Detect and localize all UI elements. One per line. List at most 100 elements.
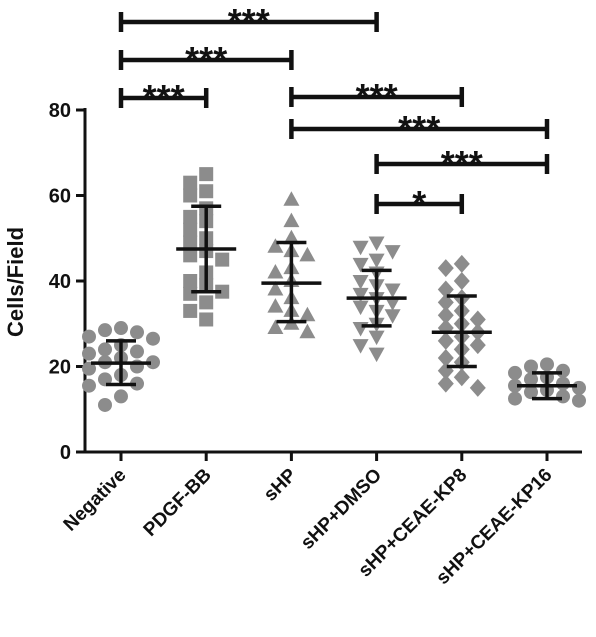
data-point <box>453 368 470 387</box>
data-point <box>183 303 198 318</box>
data-point <box>98 397 112 412</box>
data-point <box>384 309 401 324</box>
data-point <box>299 323 316 339</box>
data-point <box>524 372 538 387</box>
data-point <box>183 209 198 224</box>
significance-label: *** <box>185 39 227 80</box>
significance-label: * <box>412 183 426 224</box>
data-point <box>283 229 300 245</box>
data-point <box>199 312 214 327</box>
data-point <box>508 365 522 380</box>
data-point <box>146 331 160 346</box>
significance-label: *** <box>228 1 270 42</box>
significance-label: *** <box>398 108 440 149</box>
data-point <box>437 306 454 325</box>
data-point <box>384 296 401 311</box>
data-point <box>352 300 369 316</box>
data-point <box>183 175 198 190</box>
data-points <box>82 167 586 412</box>
data-point <box>199 295 214 310</box>
y-tick-label: 60 <box>49 186 71 208</box>
data-point <box>508 378 522 393</box>
data-point <box>437 331 454 350</box>
x-axis: Negative PDGF-BB sHPsHP+DMSOsHP+CEAE-KP8sH… <box>60 450 582 589</box>
data-point <box>352 339 369 354</box>
significance-label: *** <box>356 76 398 117</box>
data-point <box>98 342 112 357</box>
data-point <box>352 287 369 303</box>
data-point <box>524 385 538 400</box>
data-point <box>556 363 570 378</box>
data-point <box>556 389 570 404</box>
data-point <box>199 167 214 182</box>
data-point <box>283 212 300 228</box>
data-point <box>437 259 454 278</box>
data-point <box>98 323 112 338</box>
x-tick-label: PDGF-BB <box>140 465 216 541</box>
data-point <box>267 298 284 313</box>
data-point <box>146 355 160 370</box>
data-point <box>183 188 198 203</box>
data-point <box>368 253 385 269</box>
data-point <box>437 293 454 312</box>
data-point <box>283 191 300 206</box>
data-point <box>130 376 144 391</box>
data-point <box>114 321 128 336</box>
data-point <box>299 246 316 262</box>
data-point <box>453 254 470 273</box>
x-tick-label: sHP <box>260 464 301 505</box>
data-point <box>437 374 454 393</box>
significance-label: *** <box>143 77 185 118</box>
data-point <box>469 378 486 397</box>
data-point <box>130 325 144 340</box>
data-point <box>183 286 198 301</box>
significance-label: *** <box>441 143 483 184</box>
data-point <box>215 284 230 299</box>
data-point <box>199 184 214 199</box>
y-axis-label: Cells/Field <box>3 227 28 337</box>
data-point <box>267 238 284 253</box>
y-tick-label: 80 <box>49 100 71 122</box>
data-point <box>183 235 198 250</box>
data-point <box>368 330 385 346</box>
x-tick-label: Negative <box>60 465 131 536</box>
data-point <box>556 376 570 391</box>
data-point <box>469 336 486 355</box>
data-point <box>215 252 230 267</box>
data-point <box>384 245 401 260</box>
data-point <box>82 329 96 344</box>
data-point <box>130 344 144 359</box>
data-point <box>469 310 486 329</box>
data-point <box>267 263 284 279</box>
data-point <box>524 359 538 374</box>
y-tick-label: 0 <box>60 442 71 464</box>
data-point <box>540 357 554 372</box>
data-point <box>183 274 198 288</box>
data-point <box>267 281 284 296</box>
data-point <box>183 248 198 263</box>
y-axis: 0 20 40 60 80 <box>49 100 87 464</box>
y-tick-label: 20 <box>49 357 71 379</box>
data-point <box>384 283 401 299</box>
data-point <box>352 275 369 290</box>
data-point <box>183 222 198 237</box>
data-point <box>114 389 128 404</box>
data-point <box>82 361 96 376</box>
data-point <box>368 347 385 363</box>
data-point <box>572 393 586 408</box>
data-point <box>299 306 316 322</box>
data-point <box>352 257 369 273</box>
data-point <box>82 378 96 393</box>
data-point <box>572 380 586 395</box>
data-point <box>82 346 96 361</box>
data-point <box>437 348 454 367</box>
y-tick-label: 40 <box>49 271 71 293</box>
data-point <box>352 240 369 256</box>
data-point <box>267 319 284 335</box>
data-point <box>437 280 454 299</box>
x-tick-label: sHP+DMSO <box>297 465 386 554</box>
error-bars <box>91 204 577 401</box>
data-point <box>368 236 385 252</box>
